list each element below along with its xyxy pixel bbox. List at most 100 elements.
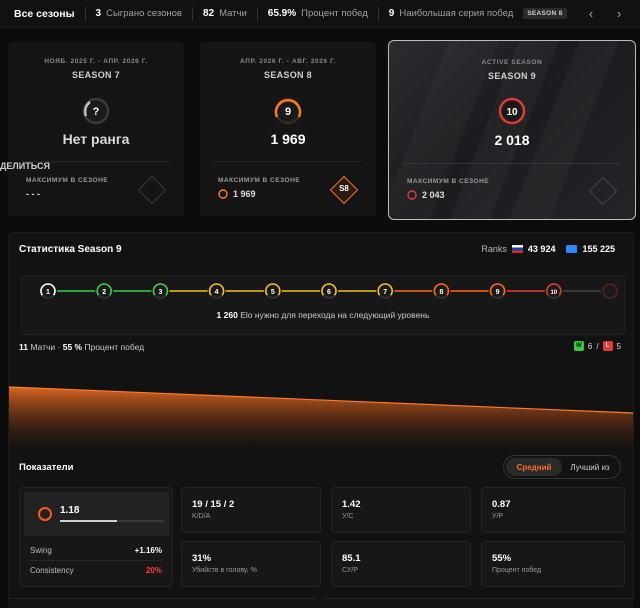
- divider: [22, 161, 170, 162]
- level-number: 10: [550, 290, 557, 296]
- divider: [403, 163, 621, 164]
- season-name: SEASON 8: [264, 70, 312, 80]
- rating-icon: [38, 507, 52, 521]
- level-10-mini-icon: [407, 190, 417, 200]
- toggle-best-of[interactable]: Лучший из: [570, 462, 610, 472]
- ranks: Ranks 43 924 155 225: [481, 244, 621, 254]
- ranks-label: Ranks: [481, 244, 507, 254]
- season-badge: SEASON 8: [523, 8, 567, 19]
- season-name: SEASON 9: [488, 71, 536, 81]
- level-progress-track: 1 2 3 4 5 6 7 8 9 10: [40, 283, 618, 299]
- level-node-4-icon: 4: [208, 283, 225, 299]
- no-rank-label: Нет ранга: [62, 131, 130, 147]
- seasons-topbar: Все сезоны 3 Сыграно сезонов 82 Матчи 65.9…: [0, 0, 640, 28]
- stat-seasons-played: 3 Сыграно сезонов: [95, 8, 182, 19]
- wins-count: 6: [587, 341, 593, 351]
- share-button[interactable]: ДЕЛИТЬСЯ: [0, 161, 50, 171]
- divider: [377, 6, 379, 21]
- level-node-3-icon: 3: [152, 283, 169, 299]
- season-max-label: МАКСИМУМ В СЕЗОНЕ: [26, 177, 109, 184]
- season-max-value: - - -: [26, 189, 40, 199]
- level-node-6-icon: 6: [321, 283, 337, 299]
- rank-world: 155 225: [582, 244, 615, 254]
- elo-area: [9, 387, 633, 447]
- season-badge-empty-icon: [137, 175, 167, 205]
- level-9-icon: 9: [273, 96, 303, 129]
- season-name: SEASON 7: [72, 70, 120, 80]
- level-progress: 1 2 3 4 5 6 7 8 9 10 1 260 Elo нужно для перехода…: [21, 275, 625, 335]
- loss-badge-icon: L: [602, 341, 613, 351]
- rating-bar: [60, 520, 164, 522]
- level-node-1-icon: 1: [40, 283, 56, 299]
- rating-value: 1.18: [60, 505, 80, 516]
- chevron-right-icon[interactable]: ›: [616, 5, 622, 21]
- season-max-label: МАКСИМУМ В СЕЗОНЕ: [407, 178, 490, 185]
- level-node-5-icon: 5: [265, 283, 281, 299]
- kpi-mode-toggle[interactable]: Средний Лучший из: [503, 455, 621, 479]
- active-season-tag: ACTIVE SEASON: [481, 59, 543, 66]
- win-badge-icon: W: [573, 341, 584, 351]
- panel-title: Статистика Season 9: [19, 244, 122, 255]
- level-number: 9: [496, 289, 500, 296]
- rating-box: 1.18 Swing +1.16% Consistency 20%: [19, 487, 173, 587]
- level-node-8-icon: 8: [433, 283, 450, 299]
- rank-country: 43 924: [527, 244, 556, 254]
- season-max-value: 2 043: [407, 190, 445, 200]
- svg-text:9: 9: [285, 106, 291, 118]
- level-number: 2: [102, 289, 106, 296]
- season-card-8[interactable]: АПР. 2026 Г. - АВГ. 2026 Г. SEASON 8 9 1…: [200, 42, 376, 216]
- elo-needed: 1 260 Elo нужно для перехода на следующи…: [216, 310, 430, 320]
- svg-text:10: 10: [506, 107, 518, 118]
- russia-flag-icon: [511, 245, 523, 253]
- card-background-stripes: [449, 41, 559, 219]
- elo-line: [9, 386, 633, 414]
- stat-winrate: 65.9% Процент побед: [267, 8, 368, 19]
- kpi-winrate: 55% Процент побед: [481, 541, 625, 587]
- world-icon: [566, 245, 578, 253]
- level-number: 3: [158, 289, 162, 296]
- kpi-headshots: 31% Убийств в голову, %: [181, 541, 321, 587]
- season-card-9-active[interactable]: ACTIVE SEASON SEASON 9 10 2 018 МАКСИМУМ…: [388, 40, 636, 220]
- season-badge-label: S8: [339, 184, 349, 193]
- matches-summary: 11 Матчи · 55 % Процент побед: [19, 342, 145, 352]
- level-node-7-icon: 7: [377, 283, 394, 299]
- kpi-title: Показатели: [19, 462, 74, 473]
- stat-matches: 82 Матчи: [202, 8, 247, 19]
- elo-chart: [9, 386, 633, 447]
- season-card-7[interactable]: НОЯБ. 2025 Г. - АПР. 2026 Г. SEASON 7 ? …: [8, 42, 184, 216]
- level-number: 6: [327, 289, 331, 296]
- season-dates: АПР. 2026 Г. - АВГ. 2026 Г.: [240, 58, 336, 65]
- stat-win-streak: 9 Наибольшая серия побед: [388, 8, 514, 19]
- kpi-kda: 19 / 15 / 2 K/D/A: [181, 487, 321, 533]
- season-elo: 1 969: [270, 131, 306, 147]
- level-10-icon: 10: [497, 96, 527, 129]
- level-9-mini-icon: [218, 189, 228, 199]
- bottom-card-left: [8, 598, 316, 608]
- divider: [214, 161, 362, 162]
- kpi-adr: 85.1 СУ/Р: [331, 541, 471, 587]
- level-number: 7: [383, 289, 387, 296]
- toggle-average[interactable]: Средний: [506, 458, 562, 476]
- level-node-2-icon: 2: [96, 283, 112, 299]
- level-unknown-icon: ?: [81, 96, 111, 129]
- level-next-icon: [602, 283, 618, 299]
- divider: [84, 6, 86, 21]
- season-dates: НОЯБ. 2025 Г. - АПР. 2026 Г.: [44, 58, 148, 65]
- rating-panel: 1.18: [24, 492, 170, 536]
- swing-row: Swing +1.16%: [30, 546, 162, 555]
- divider: [30, 560, 162, 561]
- level-number: 4: [215, 289, 219, 296]
- season-max-value: 1 969: [218, 189, 256, 199]
- season-max-label: МАКСИМУМ В СЕЗОНЕ: [218, 177, 301, 184]
- svg-text:?: ?: [93, 106, 100, 118]
- kpi-kr: 0.87 У/Р: [481, 487, 625, 533]
- chevron-left-icon[interactable]: ‹: [588, 5, 594, 21]
- season-elo: 2 018: [494, 132, 530, 148]
- consistency-row: Consistency 20%: [30, 566, 162, 575]
- season-stats-panel: Статистика Season 9 Ranks 43 924 155 225…: [8, 232, 634, 608]
- all-seasons-label[interactable]: Все сезоны: [14, 7, 75, 20]
- losses-count: 5: [616, 341, 621, 351]
- divider: [256, 6, 258, 21]
- level-number: 1: [46, 289, 50, 296]
